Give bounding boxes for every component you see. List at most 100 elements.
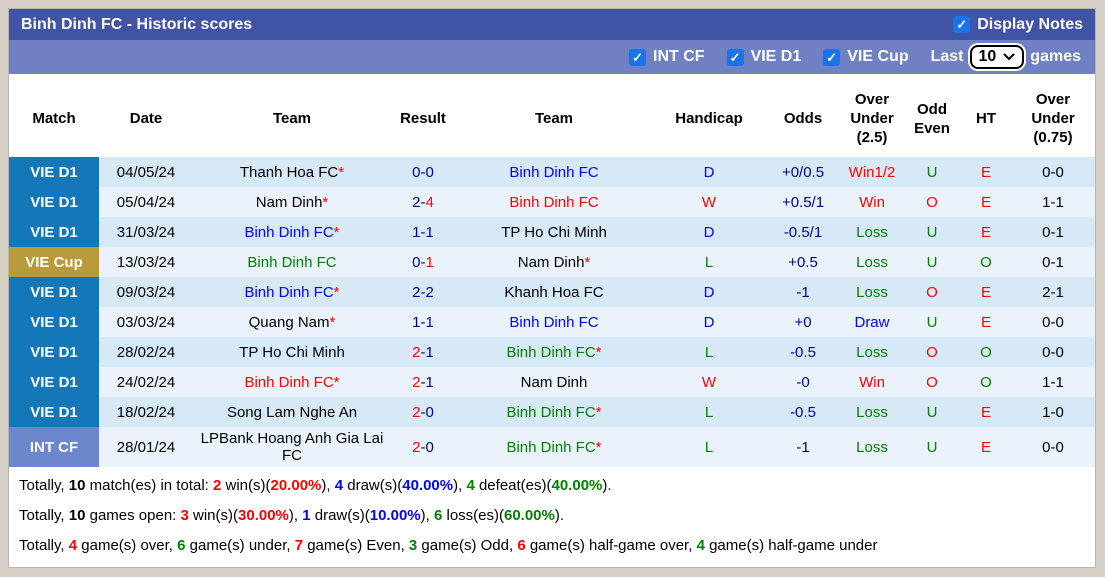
away-team-name: Binh Dinh FC bbox=[506, 343, 596, 361]
odd-even-value: E bbox=[980, 438, 991, 456]
home-team-star: * bbox=[333, 223, 340, 241]
summary-line-over-under: Totally, 4 game(s) over, 6 game(s) under… bbox=[19, 531, 1085, 561]
away-score: 4 bbox=[425, 193, 434, 211]
summary-segment: 40.00% bbox=[402, 477, 454, 494]
summary-segment: game(s) under, bbox=[185, 537, 295, 554]
odd-even-value: E bbox=[980, 163, 991, 181]
table-row: INT CF 28/01/24 LPBank Hoang Anh Gia Lai… bbox=[9, 427, 1095, 467]
match-date: 28/01/24 bbox=[116, 438, 176, 456]
handicap-value: +0.5 bbox=[788, 253, 818, 271]
summary-segment: 3 bbox=[180, 507, 189, 524]
over-under-25-value: O bbox=[926, 343, 938, 361]
table-row: VIE D1 09/03/24 Binh Dinh FC* 2-2 Khanh … bbox=[9, 277, 1095, 307]
league-badge: VIE D1 bbox=[9, 187, 99, 217]
away-team: Binh Dinh FC bbox=[455, 307, 653, 337]
result-score: 2-0 bbox=[391, 397, 455, 427]
summary-segment: 20.00% bbox=[270, 477, 322, 494]
summary-segment: 4 bbox=[466, 477, 475, 494]
match-date: 04/05/24 bbox=[116, 163, 176, 181]
odd-even-value: E bbox=[980, 223, 991, 241]
title-bar: Binh Dinh FC - Historic scores ✓ Display… bbox=[9, 9, 1095, 40]
odd-even-value: E bbox=[980, 403, 991, 421]
check-icon: ✓ bbox=[632, 49, 643, 65]
over-under-25-value: O bbox=[926, 193, 938, 211]
handicap-value: +0 bbox=[794, 313, 812, 331]
handicap-value: +0/0.5 bbox=[781, 163, 825, 181]
ht-score: 0-0 bbox=[1042, 438, 1064, 456]
summary-segment: 6 bbox=[433, 507, 443, 524]
summary-segment: draw(s)( bbox=[310, 507, 370, 524]
score-separator: - bbox=[420, 223, 426, 241]
over-under-25-value: U bbox=[926, 438, 938, 456]
score-separator: - bbox=[420, 438, 426, 456]
odd-even-value: E bbox=[980, 283, 991, 301]
over-under-25-value: U bbox=[926, 403, 938, 421]
result-score: 1-1 bbox=[391, 307, 455, 337]
home-team: TP Ho Chi Minh bbox=[193, 337, 391, 367]
home-team: Binh Dinh FC* bbox=[193, 277, 391, 307]
last-games-select[interactable]: 10 bbox=[969, 45, 1025, 69]
result-score: 0-0 bbox=[391, 157, 455, 187]
result-letter: L bbox=[704, 438, 714, 456]
summary-segment: 30.00% bbox=[238, 507, 289, 524]
filter-vie-d1: ✓ VIE D1 bbox=[726, 48, 801, 66]
result-score: 0-1 bbox=[391, 247, 455, 277]
display-notes-checkbox[interactable]: ✓ bbox=[953, 16, 971, 33]
summary-segment: 7 bbox=[294, 537, 304, 554]
vie-cup-checkbox[interactable]: ✓ bbox=[823, 48, 841, 66]
odd-even-value: E bbox=[980, 313, 991, 331]
summary-segment: ), bbox=[288, 507, 303, 524]
home-team: LPBank Hoang Anh Gia Lai FC bbox=[193, 427, 391, 467]
home-score: 0 bbox=[412, 163, 421, 181]
vie-d1-checkbox[interactable]: ✓ bbox=[726, 48, 744, 66]
match-date: 31/03/24 bbox=[116, 223, 176, 241]
col-over-under-25: Over Under (2.5) bbox=[841, 74, 903, 157]
result-letter: W bbox=[701, 193, 717, 211]
handicap-value: -0.5 bbox=[790, 403, 816, 421]
games-label: games bbox=[1030, 48, 1081, 65]
handicap-value: +0.5/1 bbox=[781, 193, 825, 211]
score-separator: - bbox=[420, 283, 426, 301]
league-badge: VIE D1 bbox=[9, 157, 99, 187]
home-team: Binh Dinh FC bbox=[193, 247, 391, 277]
odds-result: Loss bbox=[856, 223, 888, 241]
result-score: 1-1 bbox=[391, 217, 455, 247]
match-date: 03/03/24 bbox=[116, 313, 176, 331]
match-date: 09/03/24 bbox=[116, 283, 176, 301]
home-team: Thanh Hoa FC* bbox=[193, 157, 391, 187]
table-row: VIE D1 31/03/24 Binh Dinh FC* 1-1 TP Ho … bbox=[9, 217, 1095, 247]
summary-segment: 6 bbox=[517, 537, 526, 554]
int-cf-checkbox[interactable]: ✓ bbox=[629, 48, 647, 66]
result-letter: L bbox=[704, 403, 714, 421]
away-team-star: * bbox=[595, 403, 602, 421]
match-date: 24/02/24 bbox=[116, 373, 176, 391]
odds-result: Win1/2 bbox=[848, 163, 896, 181]
result-letter: W bbox=[701, 373, 717, 391]
away-score: 1 bbox=[425, 223, 434, 241]
away-team-name: Nam Dinh bbox=[520, 373, 588, 391]
league-badge: VIE Cup bbox=[9, 247, 99, 277]
check-icon: ✓ bbox=[826, 49, 838, 65]
result-letter: L bbox=[704, 343, 714, 361]
home-team-name: Nam Dinh bbox=[255, 193, 323, 211]
ht-score: 2-1 bbox=[1042, 283, 1064, 301]
summary-segment: game(s) Odd, bbox=[417, 537, 518, 554]
over-under-25-value: O bbox=[926, 373, 938, 391]
summary-line-matches: Totally, 10 match(es) in total: 2 win(s)… bbox=[19, 471, 1085, 501]
summary-segment: 1 bbox=[302, 507, 311, 524]
summary-segment: games open: bbox=[85, 507, 181, 524]
summary-segment: Totally, bbox=[19, 537, 69, 554]
ht-score: 0-1 bbox=[1042, 223, 1064, 241]
summary-segment: 10 bbox=[68, 507, 86, 524]
home-team-name: Binh Dinh FC bbox=[244, 373, 334, 391]
match-date: 28/02/24 bbox=[116, 343, 176, 361]
summary-segment: 2 bbox=[212, 477, 222, 494]
away-team-name: Binh Dinh FC bbox=[509, 193, 599, 211]
home-team: Nam Dinh* bbox=[193, 187, 391, 217]
summary-segment: loss(es)( bbox=[442, 507, 504, 524]
result-letter: D bbox=[703, 313, 715, 331]
away-team: TP Ho Chi Minh bbox=[455, 217, 653, 247]
league-badge: VIE D1 bbox=[9, 337, 99, 367]
display-notes-group: ✓ Display Notes bbox=[953, 16, 1083, 34]
away-score: 1 bbox=[425, 253, 434, 271]
